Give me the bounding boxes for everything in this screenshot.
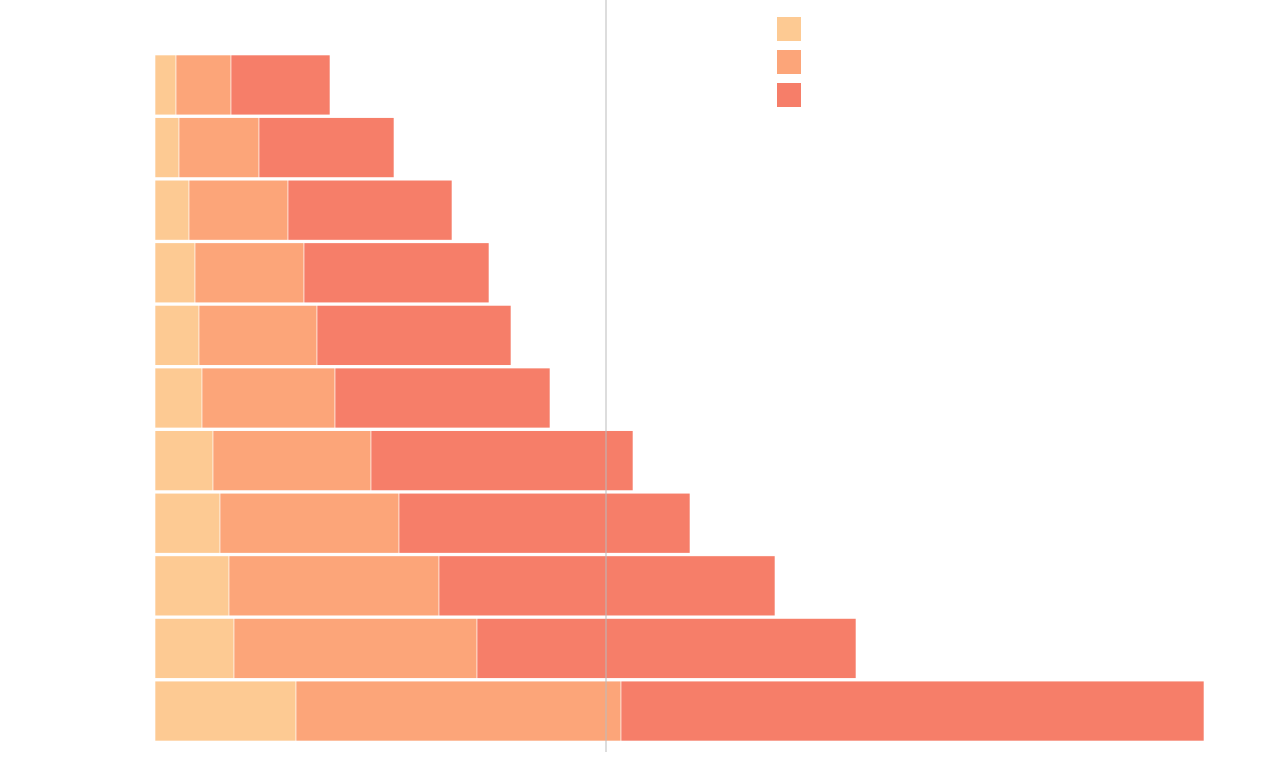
bar-segment (154, 618, 235, 679)
legend-swatch (777, 50, 801, 74)
bar-segment (154, 680, 297, 742)
bar-segment (303, 242, 490, 304)
bar-segment (219, 492, 400, 554)
bar-segment (154, 367, 203, 429)
bar-segment (194, 242, 305, 304)
bar-segment (316, 305, 512, 366)
bar-segment (154, 430, 214, 491)
bar-segment (154, 117, 180, 178)
bar-segment (154, 54, 177, 116)
bar-segment (198, 305, 318, 366)
bar-segment (476, 618, 857, 679)
bar-segment (212, 430, 372, 491)
bar-segment (201, 367, 336, 429)
bar-segment (620, 680, 1205, 742)
bar-segment (230, 54, 331, 116)
bar-segment (228, 555, 440, 617)
bar-segment (233, 618, 478, 679)
bar-segment (287, 179, 453, 241)
bar-segment (398, 492, 691, 554)
legend-swatch (777, 83, 801, 107)
bar-segment (370, 430, 634, 491)
bar-segment (334, 367, 551, 429)
bar-segment (258, 117, 395, 178)
bar-segment (188, 179, 289, 241)
bar-segment (154, 492, 221, 554)
bar-segment (154, 179, 190, 241)
bar-segment (178, 117, 260, 178)
bar-segment (154, 305, 200, 366)
bar-segment (154, 242, 196, 304)
bar-segment (438, 555, 776, 617)
legend-swatch (777, 17, 801, 41)
bar-segment (175, 54, 232, 116)
bar-segment (295, 680, 622, 742)
bar-segment (154, 555, 230, 617)
